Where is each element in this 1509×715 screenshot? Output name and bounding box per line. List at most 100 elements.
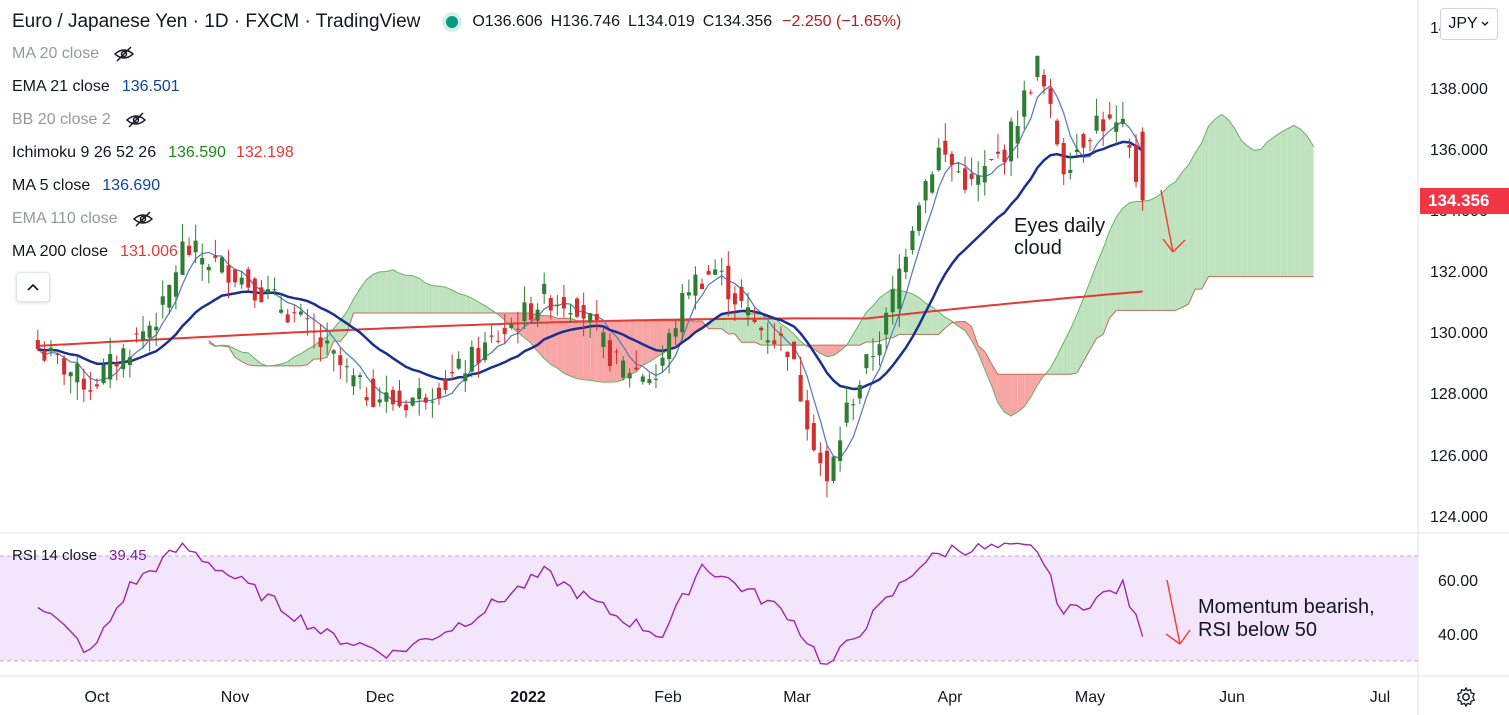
- candle-body: [423, 397, 428, 403]
- candle-body: [358, 375, 363, 378]
- candle-body: [62, 357, 67, 375]
- cloud-segment: [577, 320, 584, 380]
- cloud-segment: [866, 305, 873, 342]
- rsi-band: [0, 556, 1418, 661]
- cloud-segment: [609, 320, 617, 383]
- collapse-legend-button[interactable]: [16, 272, 50, 302]
- eye-off-icon[interactable]: [125, 112, 147, 128]
- candle-body: [1035, 55, 1040, 78]
- cloud-segment: [1155, 192, 1163, 311]
- legend-ichimoku[interactable]: Ichimoku 9 26 52 26 136.590 132.198: [12, 144, 304, 162]
- candle-body: [147, 325, 152, 338]
- candle-body: [390, 389, 395, 405]
- ohlc-values: O136.606 H136.746 L134.019 C134.356 −2.2…: [472, 13, 901, 31]
- candle-body: [1061, 143, 1066, 175]
- candle-body: [42, 350, 47, 361]
- candle-body: [752, 319, 757, 323]
- candle-body: [272, 289, 277, 291]
- eye-off-icon[interactable]: [113, 46, 135, 62]
- legend-ma5[interactable]: MA 5 close 136.690: [12, 177, 170, 195]
- cloud-segment: [300, 349, 308, 366]
- currency-button[interactable]: JPY: [1440, 8, 1498, 40]
- cloud-segment: [1274, 132, 1281, 277]
- candle-body: [916, 205, 922, 231]
- candle-body: [561, 297, 566, 309]
- candle-body: [450, 371, 455, 374]
- candle-body: [575, 298, 580, 317]
- change-value: −2.250 (−1.65%): [782, 13, 902, 30]
- candle-body: [1022, 90, 1027, 117]
- candle-body: [298, 311, 303, 315]
- cloud-arrow: [1160, 189, 1186, 253]
- cloud-segment: [853, 323, 860, 346]
- candle-body: [647, 379, 652, 384]
- legend-label: RSI 14 close: [12, 547, 98, 564]
- cloud-segment: [1050, 355, 1058, 375]
- cloud-segment: [971, 326, 979, 354]
- candle-body: [1107, 114, 1112, 119]
- price-tick: 130.000: [1430, 325, 1488, 342]
- legend-bb[interactable]: BB 20 close 2: [12, 111, 147, 129]
- cloud-segment: [991, 363, 998, 403]
- cloud-segment: [1221, 114, 1229, 277]
- legend-value: 136.690: [102, 177, 161, 194]
- candle-body: [667, 333, 672, 360]
- legend-rsi[interactable]: RSI 14 close 39.45: [12, 547, 157, 564]
- candle-body: [594, 313, 599, 321]
- cloud-segment: [1188, 153, 1196, 304]
- candle-body: [1127, 144, 1132, 148]
- cloud-segment: [583, 320, 591, 381]
- legend-ma20[interactable]: MA 20 close: [12, 45, 135, 63]
- currency-label: JPY: [1448, 15, 1478, 32]
- cloud-segment: [1201, 126, 1209, 290]
- candle-body: [48, 347, 54, 352]
- candle-body: [660, 357, 665, 366]
- cloud-segment: [1004, 374, 1012, 417]
- candle-body: [482, 342, 488, 361]
- legend-value: 39.45: [109, 547, 147, 564]
- candle-body: [55, 353, 60, 355]
- symbol-title[interactable]: Euro / Japanese Yen · 1D · FXCM · Tradin…: [12, 11, 421, 32]
- legend-label: EMA 110 close: [12, 210, 118, 227]
- cloud-segment: [452, 290, 459, 313]
- candle-body: [246, 269, 251, 288]
- cloud-segment: [1129, 201, 1137, 311]
- legend-ema21[interactable]: EMA 21 close 136.501: [12, 78, 190, 96]
- price-tick: 136.000: [1430, 142, 1488, 159]
- cloud-segment: [563, 318, 571, 377]
- legend-label: MA 200 close: [12, 243, 109, 260]
- candle-body: [1068, 169, 1073, 173]
- candle-body: [1015, 125, 1020, 144]
- rsi-tick: 60.00: [1438, 573, 1478, 590]
- cloud-segment: [1280, 128, 1288, 277]
- candle-body: [528, 303, 534, 320]
- time-tick: Nov: [221, 689, 249, 706]
- rsi-tick: 40.00: [1438, 627, 1478, 644]
- candle-body: [325, 340, 330, 344]
- cloud-segment: [1109, 217, 1117, 318]
- cloud-segment: [1103, 230, 1110, 335]
- candle-body: [213, 255, 218, 258]
- candle-body: [140, 331, 146, 341]
- candle-body: [417, 388, 422, 400]
- cloud-segment: [965, 321, 972, 341]
- cloud-segment: [997, 374, 1005, 413]
- candle-body: [1055, 120, 1060, 145]
- cloud-segment: [1300, 128, 1308, 277]
- gear-icon[interactable]: [1455, 686, 1477, 708]
- candle-body: [634, 367, 639, 370]
- candle-body: [719, 270, 724, 272]
- candle-body: [759, 327, 764, 331]
- candle-body: [555, 304, 560, 306]
- legend-ema110[interactable]: EMA 110 close: [12, 210, 154, 228]
- high-value: H136.746: [550, 13, 621, 30]
- eye-off-icon[interactable]: [132, 211, 154, 227]
- candle-body: [706, 270, 711, 275]
- cloud-segment: [813, 345, 821, 354]
- close-value: C134.356: [702, 13, 773, 30]
- cloud-segment: [629, 320, 637, 375]
- legend-ma200[interactable]: MA 200 close 131.006: [12, 243, 188, 261]
- cloud-segment: [728, 311, 735, 334]
- candle-body: [588, 313, 593, 323]
